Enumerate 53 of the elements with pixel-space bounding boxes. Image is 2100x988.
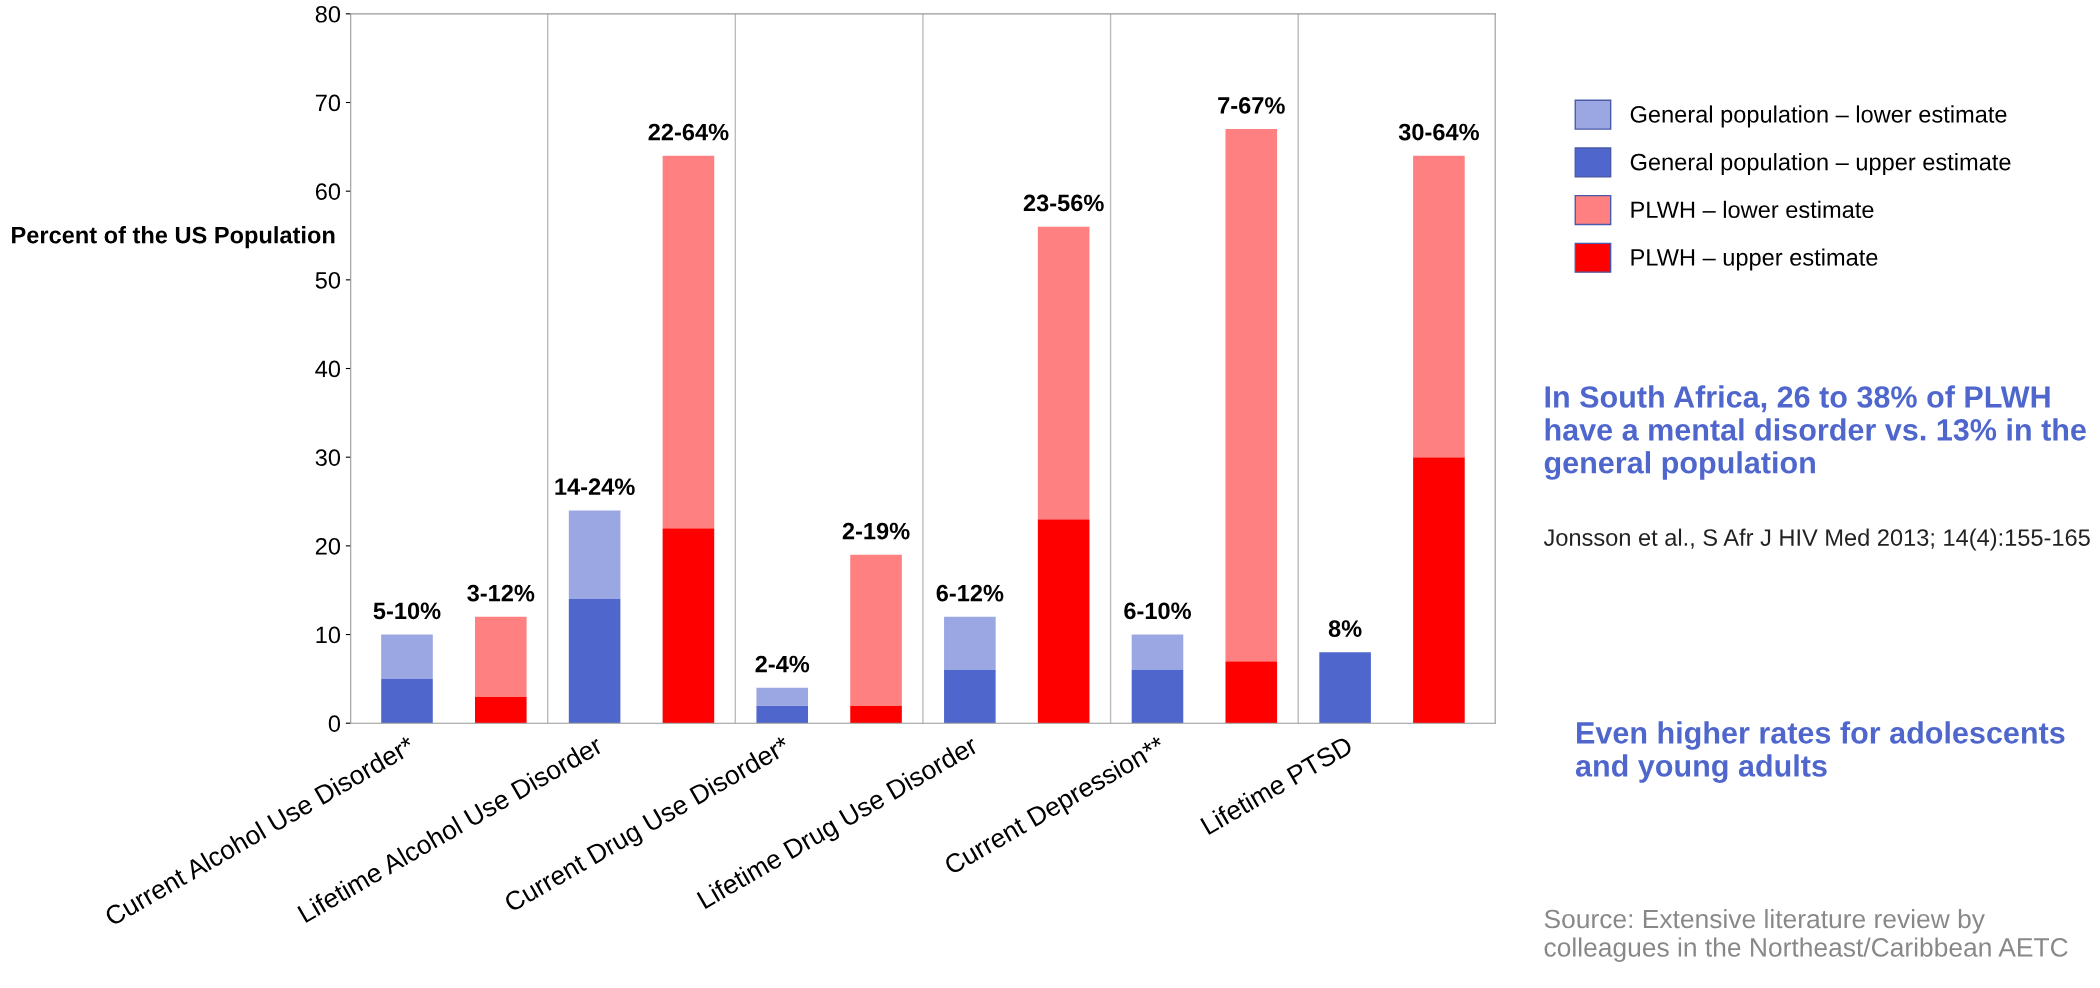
bar	[475, 696, 527, 724]
legend-label: PLWH – upper estimate	[1631, 248, 1878, 271]
bar	[662, 155, 715, 529]
bar	[1037, 519, 1090, 724]
bar	[850, 554, 902, 706]
y-tick-label: 20	[315, 537, 341, 555]
total-label: 30-64%	[1398, 123, 1479, 141]
bar	[756, 705, 809, 724]
source-note: Source: Extensive literature review by colleagues in the Northeast/Caribbean AETC	[1544, 908, 2068, 962]
legend-label: General population – upper estimate	[1630, 153, 2011, 176]
bar	[944, 616, 996, 671]
total-label: 6-10%	[1124, 602, 1191, 620]
bar	[1413, 457, 1465, 724]
bar	[1225, 661, 1278, 724]
y-tick-label: 70	[315, 94, 341, 112]
bar	[944, 670, 996, 724]
bar	[475, 616, 527, 697]
text: Jonsson et al., S Afr J HIV Med 2013; 14(4):155-165	[1543, 528, 2090, 551]
bar	[568, 510, 621, 600]
total-label: 2-4%	[755, 655, 810, 673]
total-label: 5-10%	[373, 602, 441, 620]
y-tick-label: 40	[315, 360, 341, 378]
y-tick-label: 30	[315, 449, 341, 466]
text: In South Africa, 26 to 38% of PLWH have a mental disorder vs. 13% in the general population	[1544, 385, 2086, 480]
legend-label: PLWH – lower estimate	[1631, 200, 1874, 219]
bar	[1225, 129, 1278, 662]
bar	[1413, 155, 1465, 458]
total-label: 8%	[1328, 620, 1362, 637]
bar	[1037, 226, 1090, 520]
bar	[1319, 652, 1371, 724]
bar	[756, 687, 809, 706]
total-label: 14-24%	[555, 478, 635, 496]
total-label: 23-56%	[1023, 194, 1104, 212]
total-label: 2-19%	[842, 522, 910, 540]
bar	[568, 599, 621, 724]
y-tick-label: 50	[315, 271, 341, 289]
y-tick-label: 0	[328, 715, 341, 732]
bar	[381, 678, 433, 724]
text: Even higher rates for adolescents and young adults	[1575, 721, 2065, 783]
bar	[381, 634, 433, 679]
total-label: 7-67%	[1218, 97, 1285, 114]
bar	[1131, 670, 1184, 724]
y-tick-label: 80	[315, 5, 341, 23]
total-label: 22-64%	[648, 123, 729, 141]
total-label: 6-12%	[936, 584, 1004, 602]
bar	[662, 528, 715, 724]
y-axis-title: Percent of the US Population	[12, 226, 335, 249]
bar	[1131, 634, 1184, 671]
bar	[850, 705, 902, 724]
legend-label: General population – lower estimate	[1630, 105, 2007, 128]
y-tick-label: 60	[315, 183, 341, 200]
total-label: 3-12%	[467, 584, 535, 602]
y-tick-label: 10	[316, 626, 341, 644]
